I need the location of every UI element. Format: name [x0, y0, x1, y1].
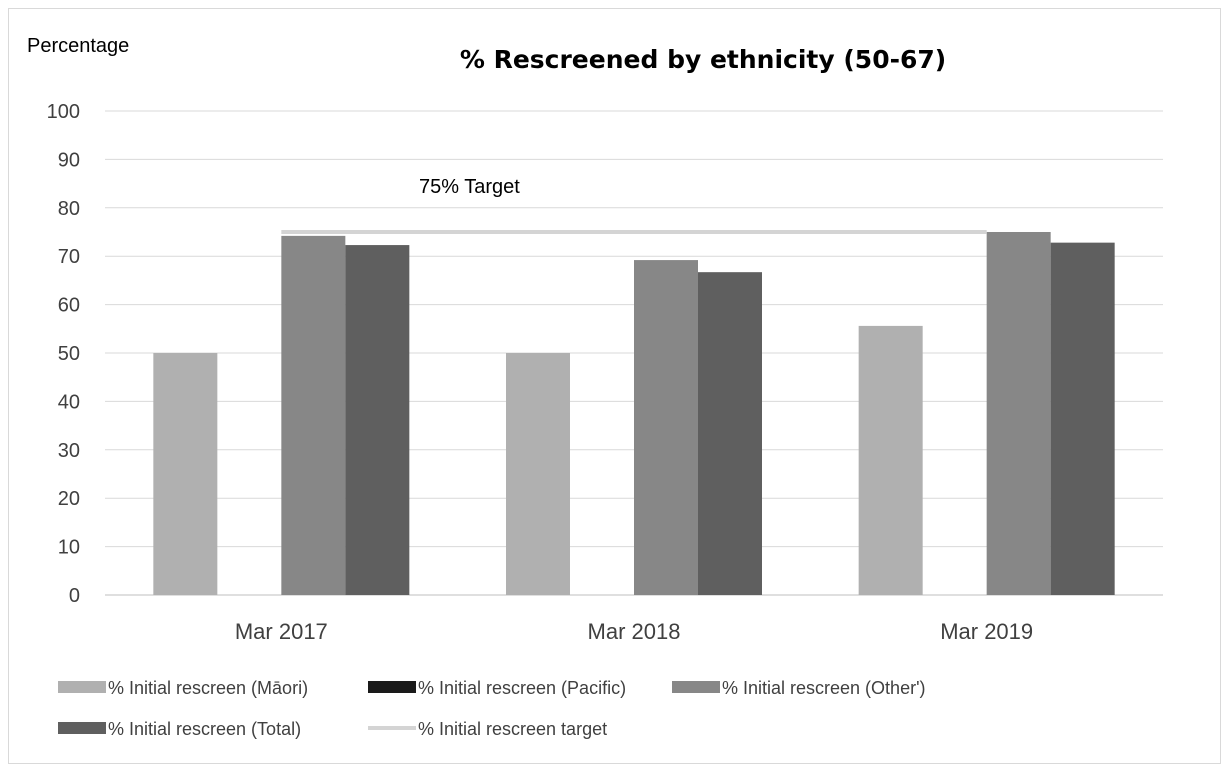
y-tick-label: 10 — [58, 537, 80, 559]
legend: % Initial rescreen (Māori) % Initial resc… — [58, 678, 926, 739]
x-category-label: Mar 2017 — [235, 619, 328, 644]
x-category-label: Mar 2019 — [940, 619, 1033, 644]
x-category-label: Mar 2018 — [588, 619, 681, 644]
target-annotation: 75% Target — [419, 176, 520, 198]
y-axis-ticks: 0 10 20 30 40 50 60 70 80 90 100 — [47, 101, 80, 607]
y-tick-label: 20 — [58, 488, 80, 510]
y-tick-label: 30 — [58, 440, 80, 462]
legend-swatch — [58, 722, 106, 734]
bar — [281, 235, 346, 595]
bar — [345, 245, 410, 595]
y-tick-label: 70 — [58, 246, 80, 268]
bar — [986, 232, 1051, 595]
legend-label: % Initial rescreen (Māori) — [108, 678, 308, 698]
bar — [858, 325, 923, 595]
chart-title: % Rescreened by ethnicity (50-67) — [460, 45, 946, 74]
legend-label: % Initial rescreen (Total) — [108, 719, 301, 739]
bars — [153, 232, 1115, 595]
bar — [634, 260, 698, 595]
y-tick-label: 60 — [58, 295, 80, 317]
bar — [506, 353, 570, 595]
legend-swatch — [58, 681, 106, 693]
legend-label: % Initial rescreen target — [418, 719, 607, 739]
y-tick-label: 0 — [69, 585, 80, 607]
legend-swatch — [672, 681, 720, 693]
bar — [698, 272, 762, 595]
legend-label: % Initial rescreen (Other') — [722, 678, 926, 698]
y-tick-label: 100 — [47, 101, 80, 123]
y-axis-label: Percentage — [27, 35, 129, 57]
legend-swatch — [368, 681, 416, 693]
y-tick-label: 50 — [58, 343, 80, 365]
y-tick-label: 90 — [58, 149, 80, 171]
bar — [1050, 242, 1115, 595]
x-axis-categories: Mar 2017 Mar 2018 Mar 2019 — [235, 619, 1033, 644]
y-tick-label: 40 — [58, 391, 80, 413]
bar — [153, 353, 218, 595]
legend-label: % Initial rescreen (Pacific) — [418, 678, 626, 698]
y-tick-label: 80 — [58, 198, 80, 220]
